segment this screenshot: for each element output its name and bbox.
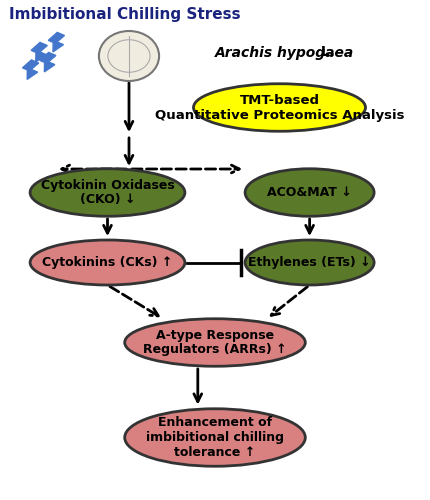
Text: A-type Response
Regulators (ARRs) ↑: A-type Response Regulators (ARRs) ↑ — [143, 328, 287, 356]
Ellipse shape — [194, 84, 366, 131]
Text: Cytokinins (CKs) ↑: Cytokinins (CKs) ↑ — [42, 256, 173, 269]
Text: Cytokinin Oxidases
(CKO) ↓: Cytokinin Oxidases (CKO) ↓ — [40, 178, 175, 206]
Ellipse shape — [125, 409, 305, 466]
Ellipse shape — [30, 169, 185, 216]
Ellipse shape — [99, 31, 159, 81]
Ellipse shape — [30, 240, 185, 285]
Text: ACO&MAT ↓: ACO&MAT ↓ — [267, 186, 352, 199]
Ellipse shape — [245, 240, 374, 285]
Polygon shape — [40, 52, 56, 72]
Text: Ethylenes (ETs) ↓: Ethylenes (ETs) ↓ — [248, 256, 371, 269]
Text: Enhancement of
imbibitional chilling
tolerance ↑: Enhancement of imbibitional chilling tol… — [146, 416, 284, 459]
Ellipse shape — [245, 169, 374, 216]
Ellipse shape — [125, 319, 305, 366]
Text: Imbibitional Chilling Stress: Imbibitional Chilling Stress — [9, 8, 240, 22]
Text: L.: L. — [316, 46, 335, 60]
Polygon shape — [22, 60, 39, 80]
Text: Arachis hypogaea: Arachis hypogaea — [215, 46, 354, 60]
Text: TMT-based
Quantitative Proteomics Analysis: TMT-based Quantitative Proteomics Analys… — [155, 94, 404, 122]
Polygon shape — [48, 32, 64, 52]
Polygon shape — [31, 42, 47, 62]
